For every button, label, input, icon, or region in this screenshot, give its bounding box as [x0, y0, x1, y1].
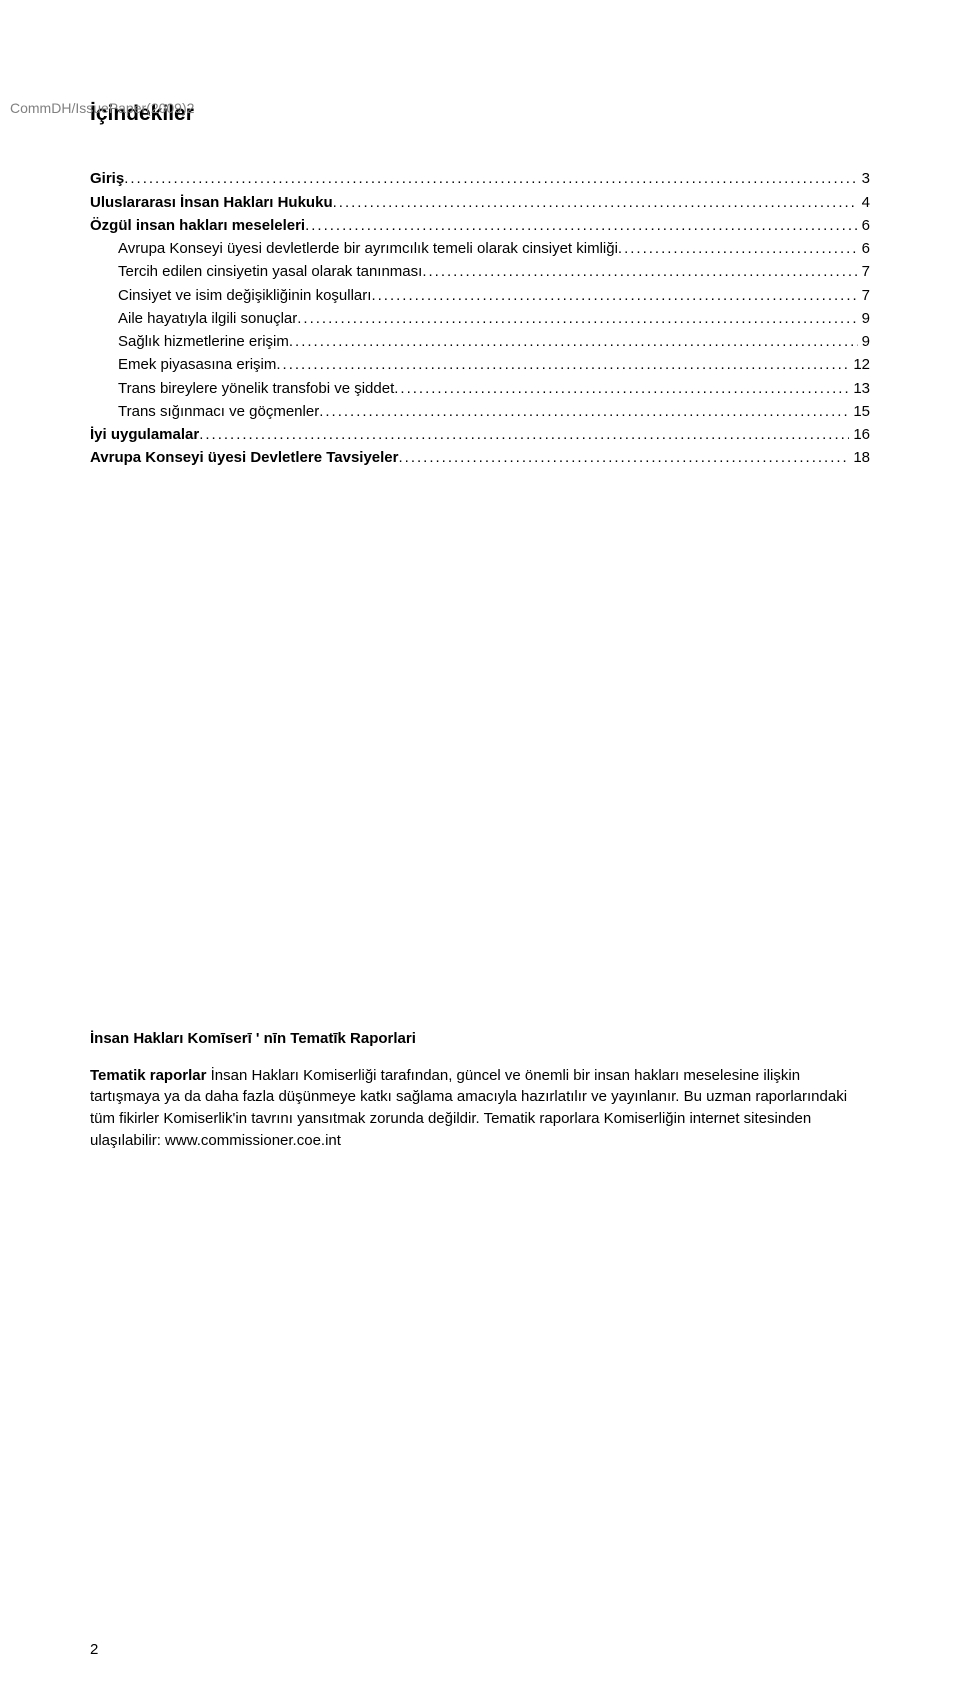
toc-leader-dots [199, 423, 849, 446]
thematic-reports-section: İnsan Hakları Komīserī ' nīn Tematīk Rap… [90, 1030, 870, 1152]
toc-label: Uluslararası İnsan Hakları Hukuku [90, 191, 333, 214]
toc-row: İyi uygulamalar 16 [90, 423, 870, 446]
toc-page-number: 9 [858, 330, 870, 353]
page-number: 2 [90, 1641, 98, 1658]
toc-label: Trans bireylere yönelik transfobi ve şid… [90, 377, 394, 400]
toc-row: Trans bireylere yönelik transfobi ve şid… [90, 377, 870, 400]
toc-page-number: 7 [858, 260, 870, 283]
toc-heading: İçindekiler [90, 100, 870, 127]
toc-label: Tercih edilen cinsiyetin yasal olarak ta… [90, 260, 422, 283]
header-doc-code: CommDH/IssuePaper(2009)2 [10, 100, 194, 116]
toc-page-number: 12 [849, 353, 870, 376]
toc-page-number: 4 [858, 191, 870, 214]
toc-leader-dots [371, 284, 857, 307]
toc-leader-dots [297, 307, 857, 330]
toc-row: Giriş 3 [90, 167, 870, 190]
toc-label: İyi uygulamalar [90, 423, 199, 446]
toc-label: Emek piyasasına erişim [90, 353, 276, 376]
toc-label: Trans sığınmacı ve göçmenler [90, 400, 319, 423]
toc-row: Özgül insan hakları meseleleri 6 [90, 214, 870, 237]
thematic-reports-paragraph: Tematik raporlar İnsan Hakları Komiserli… [90, 1065, 870, 1152]
document-page: CommDH/IssuePaper(2009)2 İçindekiler Gir… [0, 100, 960, 1688]
toc-page-number: 13 [849, 377, 870, 400]
table-of-contents: Giriş 3 Uluslararası İnsan Hakları Hukuku 4… [90, 167, 870, 469]
paragraph-lead: Tematik raporlar [90, 1067, 206, 1084]
toc-row: Avrupa Konseyi üyesi Devletlere Tavsiyel… [90, 446, 870, 469]
toc-label: Sağlık hizmetlerine erişim [90, 330, 289, 353]
toc-leader-dots [124, 167, 857, 190]
toc-leader-dots [399, 446, 850, 469]
toc-page-number: 6 [858, 237, 870, 260]
toc-row: Avrupa Konseyi üyesi devletlerde bir ayr… [90, 237, 870, 260]
toc-page-number: 6 [858, 214, 870, 237]
toc-label: Giriş [90, 167, 124, 190]
toc-page-number: 15 [849, 400, 870, 423]
toc-row: Tercih edilen cinsiyetin yasal olarak ta… [90, 260, 870, 283]
toc-page-number: 3 [858, 167, 870, 190]
toc-page-number: 16 [849, 423, 870, 446]
toc-label: Avrupa Konseyi üyesi devletlerde bir ayr… [90, 237, 618, 260]
toc-leader-dots [289, 330, 858, 353]
toc-label: Özgül insan hakları meseleleri [90, 214, 305, 237]
toc-row: Aile hayatıyla ilgili sonuçlar 9 [90, 307, 870, 330]
toc-label: Aile hayatıyla ilgili sonuçlar [90, 307, 297, 330]
toc-row: Sağlık hizmetlerine erişim 9 [90, 330, 870, 353]
toc-row: Trans sığınmacı ve göçmenler 15 [90, 400, 870, 423]
toc-label: Cinsiyet ve isim değişikliğinin koşullar… [90, 284, 371, 307]
toc-leader-dots [276, 353, 849, 376]
toc-leader-dots [618, 237, 858, 260]
toc-leader-dots [422, 260, 857, 283]
toc-page-number: 9 [858, 307, 870, 330]
toc-leader-dots [305, 214, 858, 237]
toc-row: Emek piyasasına erişim 12 [90, 353, 870, 376]
toc-leader-dots [394, 377, 849, 400]
toc-leader-dots [333, 191, 858, 214]
toc-row: Uluslararası İnsan Hakları Hukuku 4 [90, 191, 870, 214]
toc-leader-dots [319, 400, 849, 423]
toc-label: Avrupa Konseyi üyesi Devletlere Tavsiyel… [90, 446, 399, 469]
toc-page-number: 7 [858, 284, 870, 307]
toc-row: Cinsiyet ve isim değişikliğinin koşullar… [90, 284, 870, 307]
thematic-reports-title: İnsan Hakları Komīserī ' nīn Tematīk Rap… [90, 1030, 870, 1047]
toc-page-number: 18 [849, 446, 870, 469]
